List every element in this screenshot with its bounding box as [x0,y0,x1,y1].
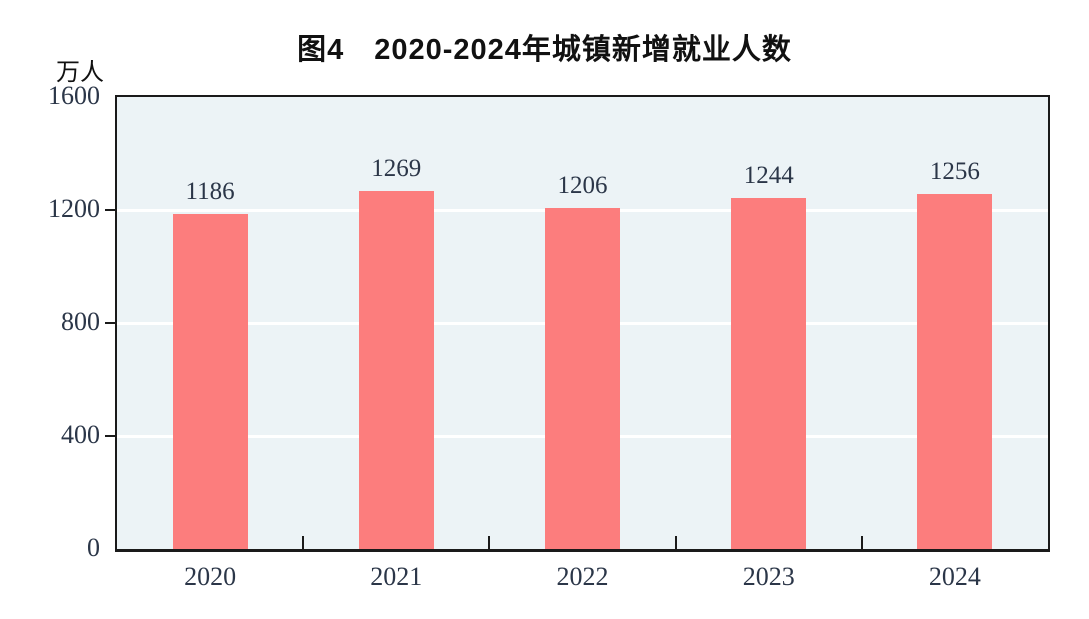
bar-2024 [917,194,993,549]
bar-2022 [545,208,620,549]
chart-title: 图4 2020-2024年城镇新增就业人数 [297,34,792,66]
y-axis-label: 400 [61,420,100,449]
y-axis-tick [105,209,115,211]
plot-area: 1186 1269 1206 1244 1256 [115,95,1050,552]
bar-value-label: 1186 [185,177,235,205]
bar-value-label: 1206 [557,172,608,200]
bar-2023 [731,197,807,549]
bar-value-label: 1244 [743,161,794,189]
x-axis-label-2022: 2022 [556,562,609,591]
x-axis-tick [674,536,677,549]
y-axis-label: 800 [61,307,100,336]
x-axis-tick [488,536,491,549]
y-axis-label: 1200 [48,194,100,223]
x-axis-label-2021: 2021 [370,562,423,591]
x-axis-tick [860,536,863,549]
x-axis-label-2023: 2023 [742,562,795,591]
x-axis-label-2020: 2020 [184,562,237,591]
x-axis-tick [302,536,305,549]
bar-2020 [172,213,248,549]
bar-2021 [358,190,434,549]
y-axis-label: 0 [87,533,100,562]
y-axis-tick [105,435,115,437]
bar-value-label: 1256 [929,158,980,186]
x-axis-label-2024: 2024 [928,562,981,591]
y-axis-unit-label: 万人 [56,59,104,86]
y-axis-label: 1600 [48,81,100,110]
y-axis-tick [105,322,115,324]
bar-value-label: 1269 [371,154,422,182]
